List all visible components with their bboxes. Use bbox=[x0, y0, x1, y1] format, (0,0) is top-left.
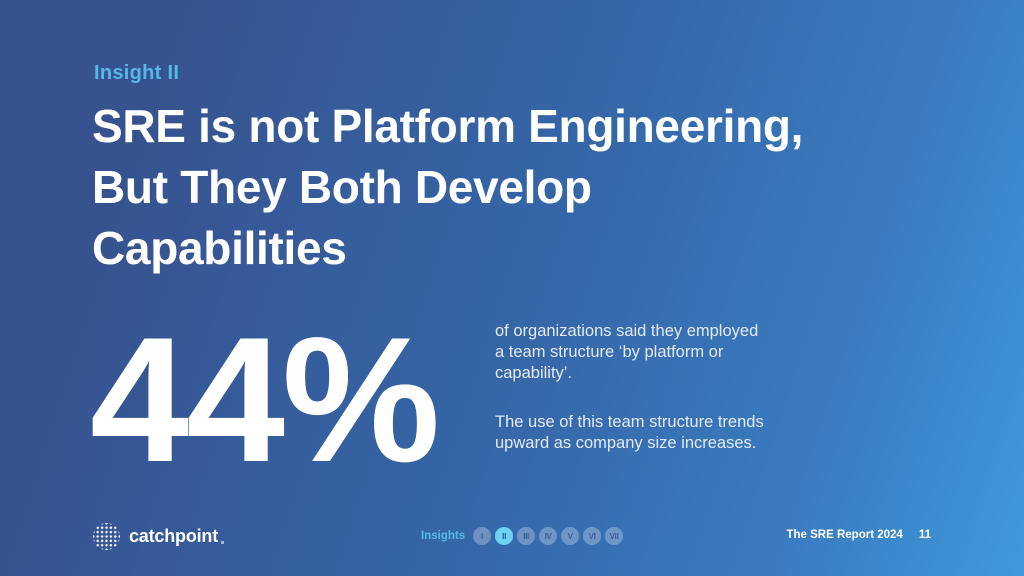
insight-kicker: Insight II bbox=[94, 62, 180, 84]
stat-value: 44% bbox=[90, 300, 440, 499]
nav-insight-4[interactable]: IV bbox=[539, 527, 558, 545]
slide-title-line-3: Capabilities bbox=[92, 222, 347, 274]
slide-title-line-1: SRE is not Platform Engineering, bbox=[92, 100, 804, 152]
trademark-mark bbox=[221, 540, 225, 544]
page-number: 11 bbox=[918, 529, 931, 541]
nav-insight-1[interactable]: I bbox=[473, 527, 492, 545]
insights-nav: Insights I II III IV V VI VII bbox=[421, 527, 624, 545]
nav-insight-3[interactable]: III bbox=[517, 527, 536, 545]
stat-description-2-line-1: The use of this team structure trends bbox=[495, 413, 764, 431]
nav-insight-5[interactable]: V bbox=[561, 527, 580, 545]
nav-insight-2[interactable]: II bbox=[495, 527, 514, 545]
stat-description-1-line-2: a team structure ‘by platform or bbox=[495, 343, 724, 361]
stat-description-1-line-3: capability’. bbox=[495, 364, 573, 382]
stat-description: of organizations said they employed a te… bbox=[495, 321, 795, 454]
catchpoint-logo: catchpoint bbox=[93, 523, 225, 550]
catchpoint-dotted-globe-icon bbox=[93, 523, 120, 550]
insights-nav-label: Insights bbox=[421, 530, 466, 542]
stat-description-paragraph-2: The use of this team structure trends up… bbox=[495, 412, 795, 454]
stat-description-2-line-2: upward as company size increases. bbox=[495, 434, 757, 452]
nav-insight-7[interactable]: VII bbox=[605, 527, 624, 545]
catchpoint-wordmark: catchpoint bbox=[129, 526, 219, 546]
footer-right: The SRE Report 2024 11 bbox=[787, 529, 932, 541]
stat-description-1-line-1: of organizations said they employed bbox=[495, 322, 759, 340]
report-title: The SRE Report 2024 bbox=[786, 529, 903, 541]
nav-insight-6[interactable]: VI bbox=[583, 527, 602, 545]
slide-title-line-2: But They Both Develop bbox=[92, 161, 592, 213]
stat-description-paragraph-1: of organizations said they employed a te… bbox=[495, 321, 795, 384]
slide-title: SRE is not Platform Engineering, But The… bbox=[92, 96, 992, 279]
